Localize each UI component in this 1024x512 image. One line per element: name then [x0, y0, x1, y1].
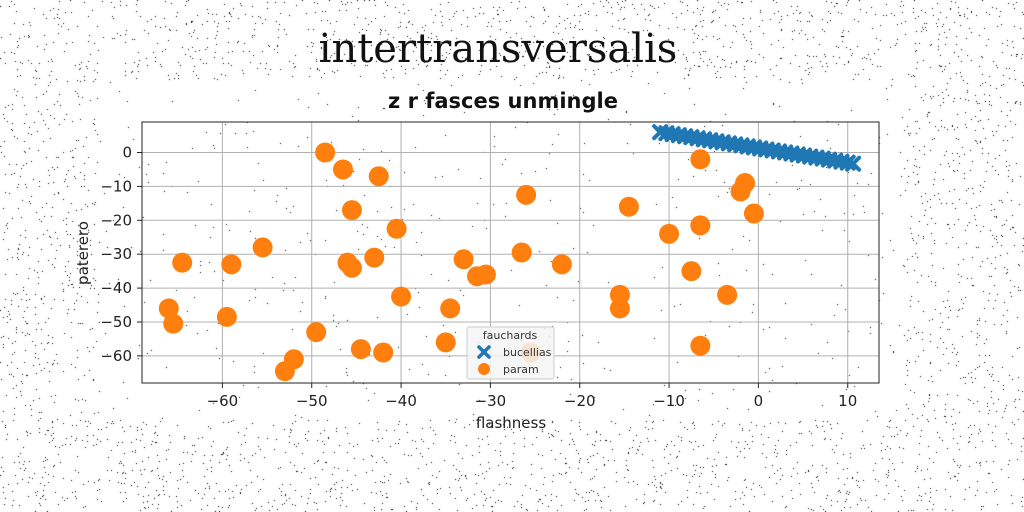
legend-title: fauchards: [483, 329, 538, 342]
x-tick-label: 0: [754, 392, 764, 410]
x-tick-label: −20: [564, 392, 596, 410]
data-point-param: [681, 261, 702, 282]
data-point-param: [216, 306, 237, 327]
data-point-param: [475, 264, 496, 285]
data-point-param: [659, 223, 680, 244]
y-tick-label: −50: [100, 313, 132, 331]
data-point-param: [435, 332, 456, 353]
x-tick-label: −50: [296, 392, 328, 410]
plot-frame: [141, 121, 880, 384]
x-tick-label: 10: [838, 392, 857, 410]
data-point-param: [386, 218, 407, 239]
data-point-param: [341, 257, 362, 278]
data-point-param: [717, 284, 738, 305]
data-point-param: [690, 335, 711, 356]
data-point-bucellias: [845, 155, 862, 172]
y-tick-label: −10: [100, 177, 132, 195]
data-point-param: [609, 298, 630, 319]
legend-marker-bucellias: [477, 345, 491, 359]
data-point-param: [252, 237, 273, 258]
x-axis-label: flashness: [476, 414, 547, 432]
chart-title: z r fasces unmingle: [388, 89, 618, 113]
data-point-param: [221, 254, 242, 275]
x-tick-label: −60: [207, 392, 239, 410]
data-point-param: [618, 196, 639, 217]
data-point-param: [368, 166, 389, 187]
data-point-param: [516, 184, 537, 205]
y-tick-label: −60: [100, 347, 132, 365]
data-point-param: [163, 313, 184, 334]
legend-label-bucellias: bucellias: [503, 346, 552, 359]
legend: fauchards bucellias param: [466, 326, 555, 380]
data-point-param: [440, 298, 461, 319]
data-point-param: [511, 242, 532, 263]
data-point-param: [364, 247, 385, 268]
data-point-param: [172, 252, 193, 273]
y-tick-label: −30: [100, 245, 132, 263]
y-tick-label: −20: [100, 211, 132, 229]
legend-marker-param: [478, 363, 490, 375]
data-point-param: [274, 361, 295, 382]
data-point-param: [158, 298, 179, 319]
data-point-param: [350, 339, 371, 360]
y-axis-label: paterero: [74, 221, 92, 285]
axis-ticks: −60 −50 −40 −30 −20 −10 0 10 0 −10 −20 −30 −40 −50 −60: [100, 144, 857, 410]
data-point-param: [315, 142, 336, 163]
data-point-param: [735, 173, 755, 194]
x-tick-label: −40: [385, 392, 417, 410]
series-bucellias: [652, 124, 862, 172]
data-point-param: [690, 215, 711, 236]
data-point-param: [551, 254, 572, 275]
data-point-param: [690, 149, 711, 170]
y-tick-label: 0: [122, 144, 132, 162]
data-point-param: [341, 200, 362, 221]
x-tick-label: −10: [653, 392, 685, 410]
x-tick-label: −30: [475, 392, 507, 410]
series-param: [158, 142, 764, 382]
data-point-param: [333, 159, 353, 180]
data-points: [158, 124, 862, 382]
data-point-param: [453, 249, 474, 270]
y-tick-label: −40: [100, 279, 132, 297]
data-point-param: [373, 342, 394, 363]
legend-label-param: param: [503, 363, 539, 376]
data-point-param: [306, 322, 327, 343]
figure-suptitle: intertransversalis: [319, 26, 678, 72]
data-point-param: [391, 286, 412, 307]
data-point-param: [743, 203, 764, 224]
